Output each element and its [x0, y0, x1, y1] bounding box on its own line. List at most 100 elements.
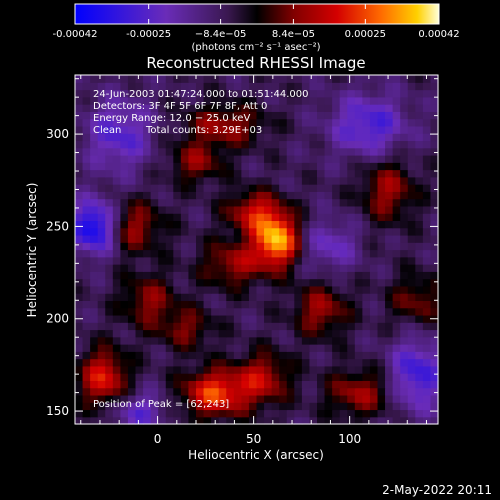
heatmap-cell [271, 293, 280, 301]
heatmap-cell [226, 176, 235, 185]
heatmap-cell [339, 234, 348, 243]
heatmap-cell [392, 380, 401, 389]
heatmap-cell [203, 176, 212, 185]
heatmap-cell [180, 213, 190, 222]
heatmap-cell [165, 234, 174, 243]
heatmap-cell [415, 111, 424, 120]
heatmap-cell [248, 271, 258, 280]
heatmap-cell [203, 140, 212, 149]
heatmap-cell [90, 104, 99, 112]
heatmap-cell [218, 111, 227, 120]
heatmap-cell [233, 169, 242, 178]
heatmap-cell [347, 198, 356, 207]
heatmap-cell [400, 213, 409, 222]
heatmap-cell [188, 125, 197, 134]
heatmap-cell [97, 176, 106, 185]
heatmap-cell [188, 147, 197, 156]
heatmap-cell [385, 387, 394, 396]
heatmap-cell [188, 198, 197, 207]
heatmap-cell [105, 118, 114, 127]
x-tick-label: 100 [338, 432, 361, 446]
heatmap-cell [271, 220, 280, 229]
heatmap-cell [385, 271, 394, 280]
heatmap-cell [324, 409, 333, 418]
heatmap-cell [385, 220, 394, 229]
heatmap-cell [317, 234, 326, 243]
heatmap-cell [241, 184, 250, 192]
heatmap-cell [97, 82, 106, 91]
heatmap-cell [332, 162, 341, 171]
heatmap-cell [165, 329, 174, 338]
heatmap-cell [271, 314, 280, 323]
heatmap-cell [211, 358, 220, 367]
heatmap-cell [135, 125, 144, 134]
heatmap-cell [347, 234, 356, 243]
heatmap-cell [385, 380, 394, 389]
heatmap-cell [173, 373, 182, 381]
colorbar-tick-label: 0.00042 [418, 29, 459, 40]
heatmap-cell [369, 249, 379, 258]
heatmap-cell [354, 344, 363, 352]
heatmap-cell [279, 271, 288, 280]
heatmap-cell [127, 213, 137, 222]
heatmap-cell [90, 351, 99, 360]
heatmap-cell [233, 271, 242, 280]
heatmap-cell [301, 336, 311, 345]
heatmap-cell [120, 111, 129, 120]
heatmap-cell [120, 82, 129, 91]
heatmap-cell [97, 373, 106, 381]
heatmap-cell [354, 329, 363, 338]
heatmap-cell [97, 402, 106, 411]
heatmap-cell [218, 249, 227, 258]
heatmap-cell [347, 96, 356, 105]
heatmap-cell [362, 234, 371, 243]
heatmap-cell [82, 256, 91, 265]
heatmap-cell [415, 271, 424, 280]
heatmap-cell [226, 125, 235, 134]
heatmap-cell [286, 394, 295, 403]
heatmap-cell [407, 227, 416, 236]
heatmap-cell [279, 293, 288, 301]
heatmap-cell [226, 373, 235, 381]
heatmap-cell [241, 416, 250, 425]
heatmap-cell [203, 118, 212, 127]
heatmap-cell [385, 198, 394, 207]
heatmap-cell [180, 125, 190, 134]
heatmap-cell [233, 198, 242, 207]
heatmap-cell [150, 278, 159, 287]
heatmap-cell [188, 285, 197, 294]
heatmap-cell [196, 416, 205, 425]
heatmap-cell [90, 322, 99, 331]
heatmap-cell [120, 147, 129, 156]
heatmap-cell [339, 373, 348, 381]
heatmap-cell [188, 169, 197, 178]
heatmap-cell [180, 184, 190, 192]
heatmap-cell [90, 402, 99, 411]
heatmap-cell [392, 147, 401, 156]
heatmap-cell [226, 89, 235, 98]
heatmap-cell [248, 162, 258, 171]
heatmap-cell [127, 133, 137, 142]
heatmap-cell [324, 249, 333, 258]
heatmap-cell [158, 154, 167, 163]
heatmap-cell [264, 264, 273, 272]
heatmap-cell [241, 118, 250, 127]
heatmap-cell [90, 358, 99, 367]
heatmap-cell [241, 89, 250, 98]
heatmap-cell [218, 264, 227, 272]
heatmap-cell [112, 147, 121, 156]
heatmap-cell [158, 322, 167, 331]
heatmap-cell [430, 329, 439, 338]
heatmap-cell [127, 358, 137, 367]
heatmap-cell [218, 300, 227, 309]
heatmap-cell [248, 278, 258, 287]
heatmap-cell [233, 365, 242, 374]
heatmap-cell [301, 213, 311, 222]
heatmap-cell [271, 249, 280, 258]
heatmap-cell [218, 104, 227, 112]
heatmap-cell [324, 365, 333, 374]
heatmap-cell [218, 336, 227, 345]
heatmap-cell [317, 293, 326, 301]
heatmap-cell [211, 373, 220, 381]
heatmap-cell [317, 118, 326, 127]
